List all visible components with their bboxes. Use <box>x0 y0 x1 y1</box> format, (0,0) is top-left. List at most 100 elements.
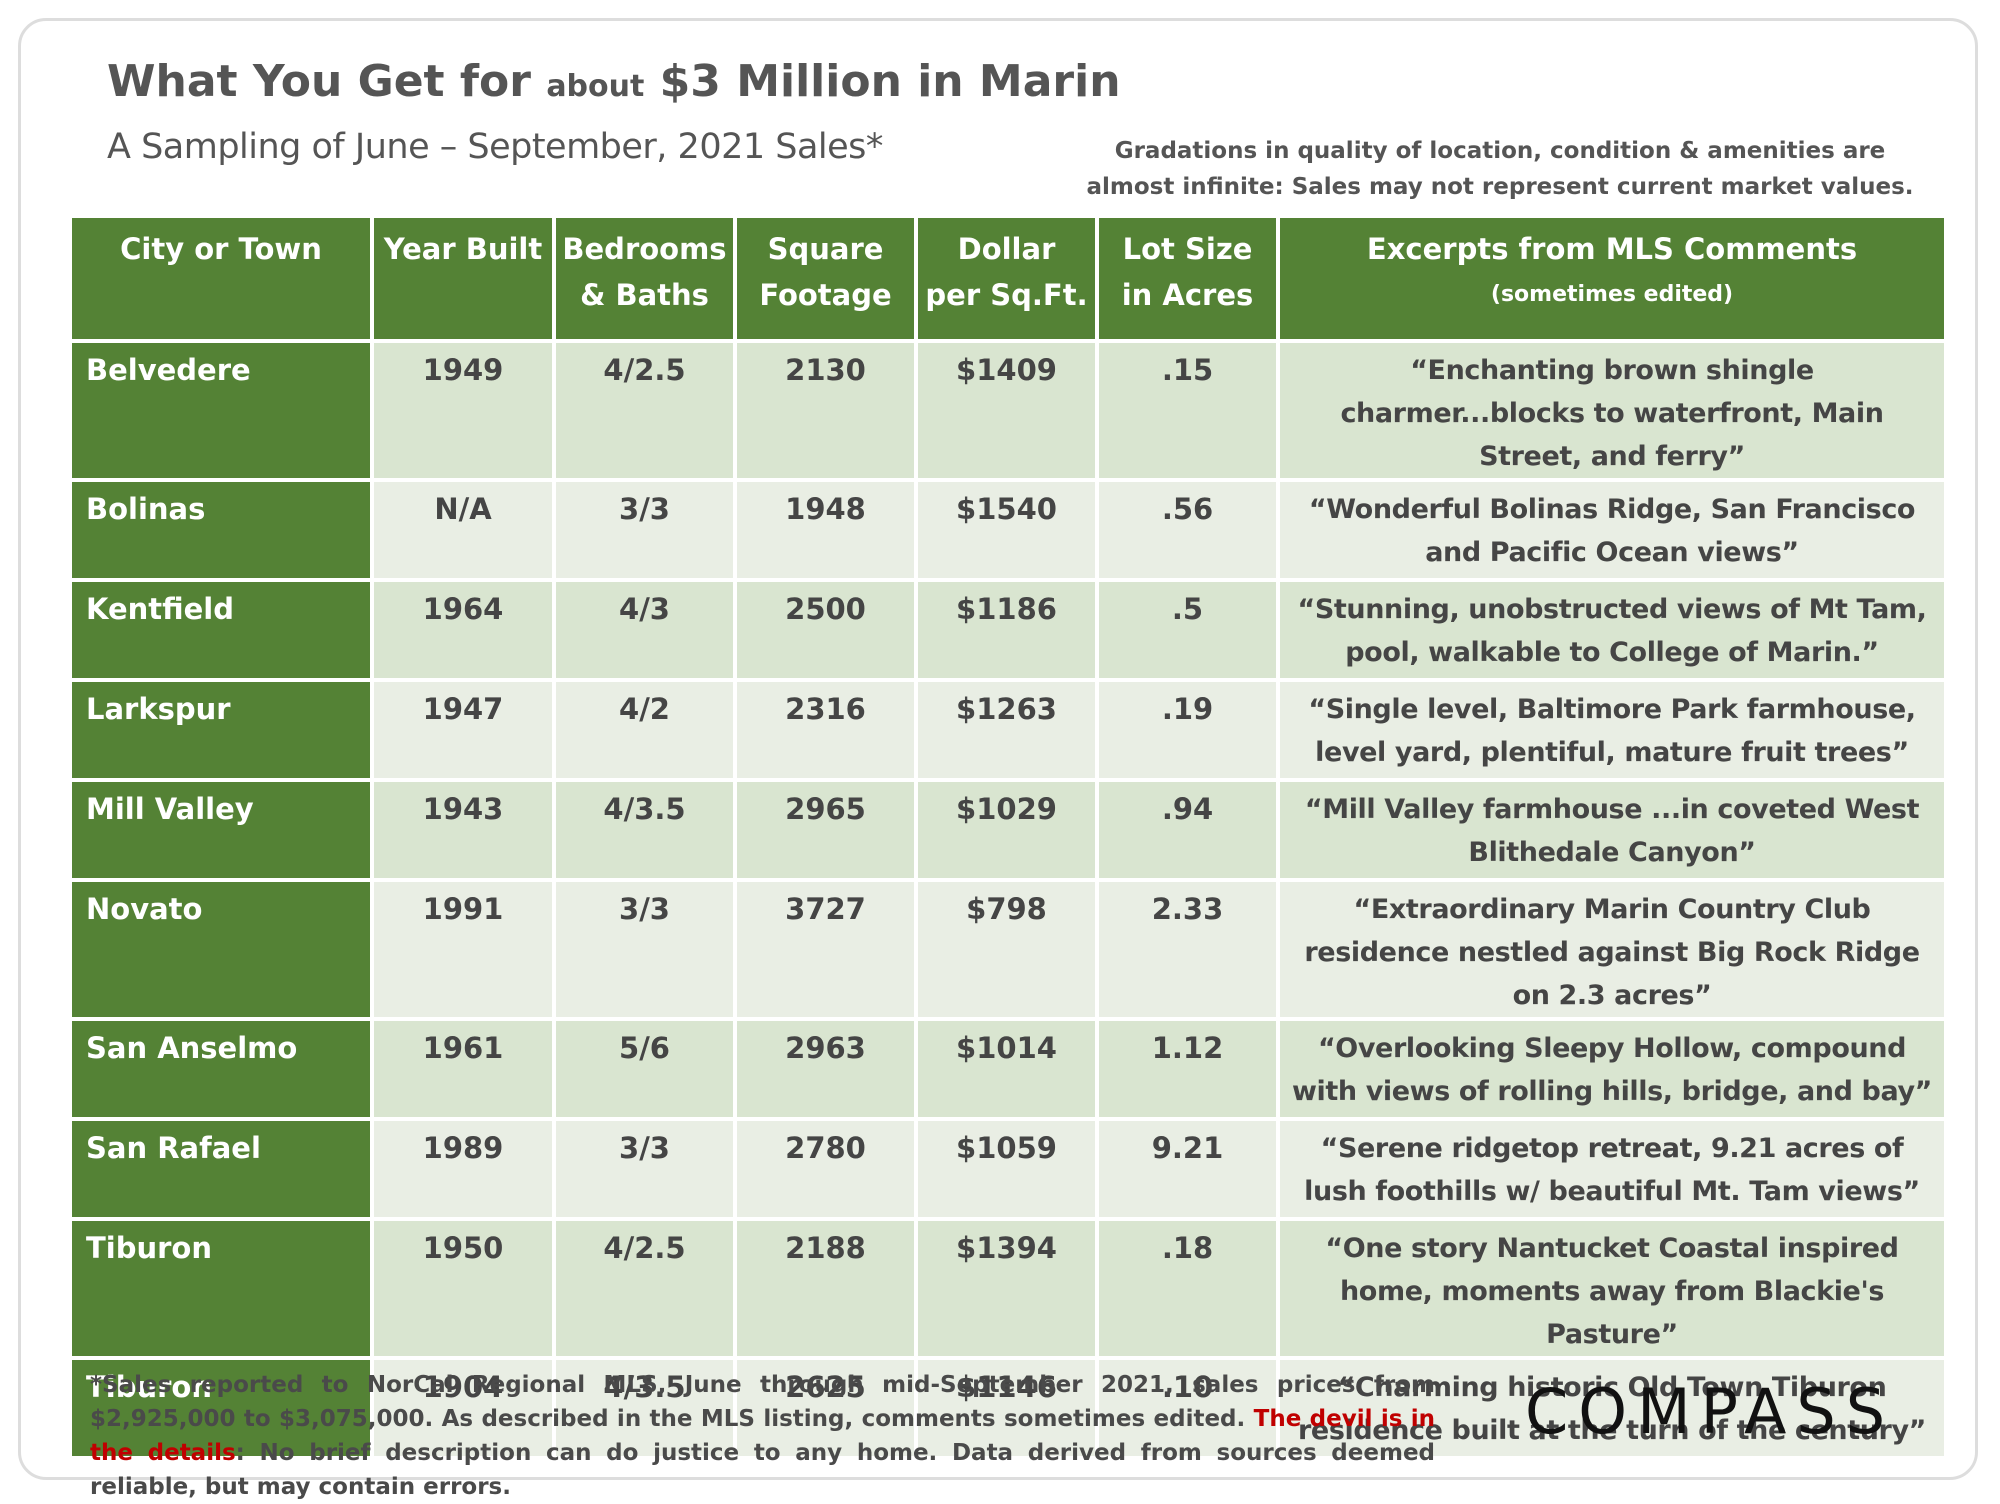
cell: $1186 <box>918 582 1095 678</box>
comment-cell: “Extraordinary Marin Country Club reside… <box>1280 882 1944 1017</box>
header-line: & Baths <box>580 278 709 312</box>
note: Gradations in quality of location, condi… <box>1080 133 1920 205</box>
comment-cell: “Stunning, unobstructed views of Mt Tam,… <box>1280 582 1944 678</box>
note-line: almost infinite: Sales may not represent… <box>1086 174 1914 200</box>
city-cell: Tiburon <box>72 1221 370 1356</box>
column-header: Square Footage <box>737 218 914 339</box>
city-cell: Kentfield <box>72 582 370 678</box>
cell: 2965 <box>737 782 914 878</box>
cell: 2130 <box>737 343 914 478</box>
cell: .19 <box>1099 682 1276 778</box>
header-line: Bedrooms <box>562 232 727 266</box>
comment-cell: “Overlooking Sleepy Hollow, compound wit… <box>1280 1021 1944 1117</box>
table-body: Belvedere 1949 4/2.5 2130 $1409.15 “Enchantin… <box>72 343 1944 1456</box>
comment-cell: “One story Nantucket Coastal inspired ho… <box>1280 1221 1944 1356</box>
comment-cell: “Enchanting brown shingle charmer...bloc… <box>1280 343 1944 478</box>
city-cell: Tiburon <box>72 1360 370 1456</box>
header-line: Year Built <box>383 232 543 266</box>
header-line: Excerpts from MLS Comments <box>1366 232 1858 266</box>
city-cell: Larkspur <box>72 682 370 778</box>
title-small: about <box>546 69 645 104</box>
header-line: per Sq.Ft. <box>925 278 1088 312</box>
cell: 1949 <box>374 343 552 478</box>
cell: 2.33 <box>1099 882 1276 1017</box>
header-line: in Acres <box>1121 278 1254 312</box>
cell: 2780 <box>737 1121 914 1217</box>
cell: .18 <box>1099 1221 1276 1356</box>
cell: $1146 <box>918 1360 1095 1456</box>
cell: $1394 <box>918 1221 1095 1356</box>
table-row: San Anselmo 1961 5/6 2963 $1014 1.12 “Overlook… <box>72 1021 1944 1117</box>
city-cell: San Rafael <box>72 1121 370 1217</box>
note-line: Gradations in quality of location, condi… <box>1114 138 1886 164</box>
logo: COMPASS <box>1525 1375 1896 1448</box>
cell: 5/6 <box>556 1021 733 1117</box>
cell: 1961 <box>374 1021 552 1117</box>
comment-cell: “Mill Valley farmhouse ...in coveted Wes… <box>1280 782 1944 878</box>
header-line: Footage <box>759 278 892 312</box>
footnote-text: *Sales reported to NorCal Regional MLS, … <box>90 1372 1435 1432</box>
cell: 2188 <box>737 1221 914 1356</box>
cell: 4/2.5 <box>556 1221 733 1356</box>
cell: $1263 <box>918 682 1095 778</box>
cell: N/A <box>374 482 552 578</box>
cell: 1964 <box>374 582 552 678</box>
city-cell: Bolinas <box>72 482 370 578</box>
cell: .5 <box>1099 582 1276 678</box>
table-row: Larkspur 1947 4/2 2316 $1263.19 “Single level… <box>72 682 1944 778</box>
cell: 1.12 <box>1099 1021 1276 1117</box>
column-header: Excerpts from MLS Comments (sometimes edi… <box>1280 218 1944 339</box>
cell: 1948 <box>737 482 914 578</box>
table-row: Mill Valley 1943 4/3.5 2965 $1029.94 “Mill Va… <box>72 782 1944 878</box>
cell: 4/3 <box>556 582 733 678</box>
cell: 4/2 <box>556 682 733 778</box>
comment-cell: “Single level, Baltimore Park farmhouse,… <box>1280 682 1944 778</box>
footnote-text: : No brief description can do justice to… <box>90 1440 1436 1500</box>
table-row: Bolinas N/A 3/3 1948 $1540.56 “Wonderful Boli… <box>72 482 1944 578</box>
cell: 3/3 <box>556 1121 733 1217</box>
title: What You Get for about $3 Million in Mar… <box>107 56 1121 107</box>
cell: 1991 <box>374 882 552 1017</box>
cell: 3/3 <box>556 882 733 1017</box>
column-header: City or Town <box>72 218 370 339</box>
cell: 1943 <box>374 782 552 878</box>
table-row: Tiburon 1950 4/2.5 2188 $1394.18 “One story N… <box>72 1221 1944 1356</box>
cell: 1904 <box>374 1360 552 1456</box>
header-line: Square <box>767 232 884 266</box>
cell: .56 <box>1099 482 1276 578</box>
table-row: Belvedere 1949 4/2.5 2130 $1409.15 “Enchantin… <box>72 343 1944 478</box>
comment-cell: “Charming historic Old Town Tiburon resi… <box>1280 1360 1944 1456</box>
cell: .94 <box>1099 782 1276 878</box>
comment-cell: “Serene ridgetop retreat, 9.21 acres of … <box>1280 1121 1944 1217</box>
header-line: Dollar <box>957 232 1056 266</box>
card <box>18 18 1978 1480</box>
city-cell: Novato <box>72 882 370 1017</box>
cell: 3727 <box>737 882 914 1017</box>
header-line: City or Town <box>120 232 322 266</box>
cell: 1989 <box>374 1121 552 1217</box>
comment-cell: “Wonderful Bolinas Ridge, San Francisco … <box>1280 482 1944 578</box>
cell: $1014 <box>918 1021 1095 1117</box>
city-cell: San Anselmo <box>72 1021 370 1117</box>
cell: 4/2.5 <box>556 343 733 478</box>
cell: 2963 <box>737 1021 914 1117</box>
footnote: *Sales reported to NorCal Regional MLS, … <box>90 1368 1435 1504</box>
cell: 2500 <box>737 582 914 678</box>
cell: 9.21 <box>1099 1121 1276 1217</box>
cell: 3/3 <box>556 482 733 578</box>
cell: 1950 <box>374 1221 552 1356</box>
cell: $1540 <box>918 482 1095 578</box>
title-tail: $3 Million in Marin <box>659 56 1121 107</box>
column-header: Bedrooms & Baths <box>556 218 733 339</box>
city-cell: Mill Valley <box>72 782 370 878</box>
cell: 2625 <box>737 1360 914 1456</box>
table: City or Town Year Built Bedrooms & Baths Squ… <box>68 214 1948 1460</box>
cell: $1059 <box>918 1121 1095 1217</box>
column-header: Year Built <box>374 218 552 339</box>
header-row: City or Town Year Built Bedrooms & Baths Squ… <box>72 218 1944 339</box>
footnote-highlight: The devil is in the details <box>90 1406 1436 1466</box>
cell: $1029 <box>918 782 1095 878</box>
header-line: Lot Size <box>1122 232 1253 266</box>
cell: 2316 <box>737 682 914 778</box>
